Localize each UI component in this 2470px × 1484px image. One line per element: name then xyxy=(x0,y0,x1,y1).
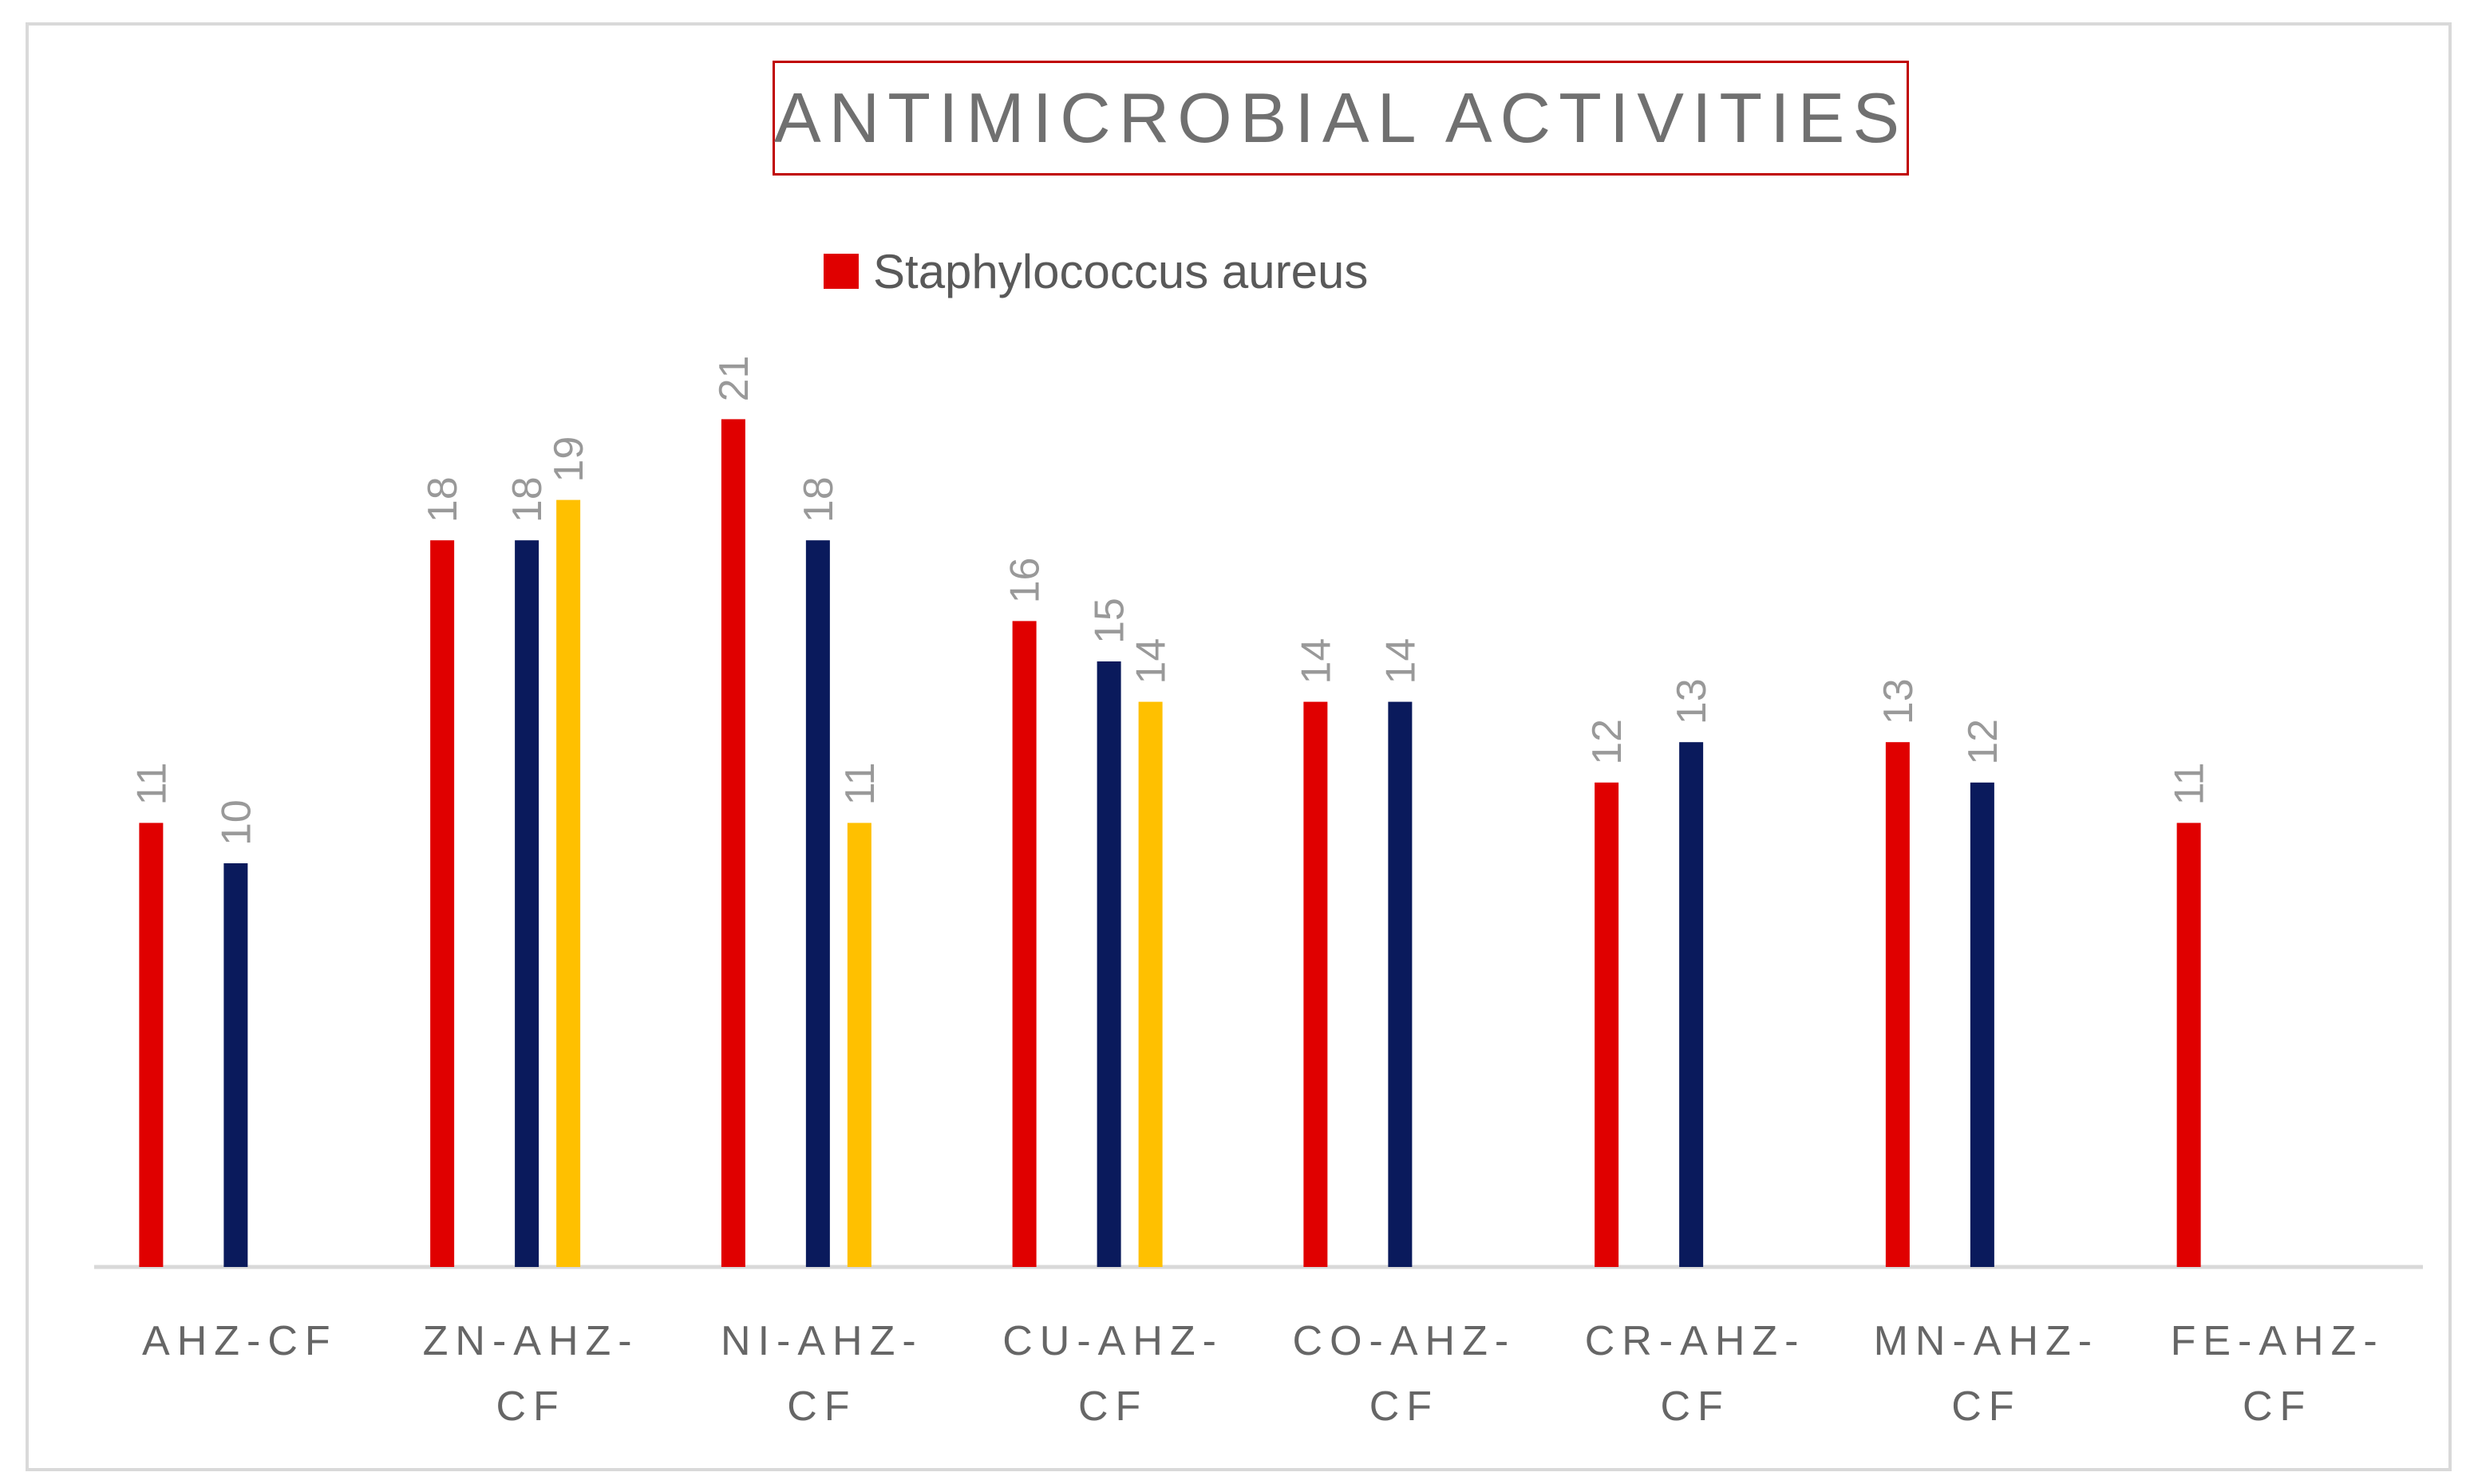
data-label-series2-cat2: 18 xyxy=(504,476,551,523)
bar-series2-cat5 xyxy=(1388,701,1413,1267)
data-label-series2-cat6: 13 xyxy=(1669,678,1715,724)
data-label-series3-cat3: 11 xyxy=(837,762,883,805)
bar-series1-cat4 xyxy=(1012,621,1037,1267)
bar-series1-cat6 xyxy=(1595,782,1619,1267)
legend-label-staphylococcus-aureus: Staphylococcus aureus xyxy=(873,244,1369,298)
legend-swatch-staphylococcus-aureus xyxy=(824,254,859,289)
category-label-3-line2: CF xyxy=(787,1383,856,1430)
category-label-4-line1: CU-AHZ- xyxy=(1002,1318,1223,1364)
bar-series3-cat4 xyxy=(1138,701,1163,1267)
data-label-series2-cat1: 10 xyxy=(213,799,259,846)
category-label-8-line2: CF xyxy=(2243,1383,2312,1430)
chart-frame xyxy=(26,22,2452,1471)
data-label-series1-cat3: 21 xyxy=(711,356,757,402)
chart-title: ANTIMICROBIAL ACTIVITIES xyxy=(773,61,1909,176)
data-label-series1-cat5: 14 xyxy=(1293,638,1339,685)
data-label-series1-cat1: 11 xyxy=(128,762,175,805)
category-label-3-line1: NI-AHZ- xyxy=(721,1318,923,1364)
data-label-series1-cat8: 11 xyxy=(2167,762,2213,805)
data-label-series2-cat4: 15 xyxy=(1087,598,1133,644)
bar-series1-cat2 xyxy=(430,540,455,1267)
category-label-2-line2: CF xyxy=(496,1383,565,1430)
bar-series1-cat8 xyxy=(2176,823,2201,1267)
bar-series2-cat4 xyxy=(1097,661,1121,1267)
bar-series2-cat2 xyxy=(515,540,539,1267)
bar-series2-cat1 xyxy=(223,863,248,1267)
bar-series3-cat2 xyxy=(556,499,581,1267)
bar-series2-cat6 xyxy=(1679,742,1704,1267)
bar-series1-cat5 xyxy=(1303,701,1328,1267)
category-label-6-line1: CR-AHZ- xyxy=(1585,1318,1806,1364)
category-label-5-line2: CF xyxy=(1369,1383,1439,1430)
data-label-series1-cat4: 16 xyxy=(1002,558,1049,604)
bar-series2-cat7 xyxy=(1970,782,1994,1267)
category-label-6-line2: CF xyxy=(1660,1383,1729,1430)
bar-series1-cat7 xyxy=(1885,742,1910,1267)
data-label-series3-cat4: 14 xyxy=(1128,638,1175,685)
category-label-2-line1: ZN-AHZ- xyxy=(423,1318,639,1364)
category-label-4-line2: CF xyxy=(1078,1383,1148,1430)
category-label-8-line1: FE-AHZ- xyxy=(2171,1318,2385,1364)
data-label-series3-cat2: 19 xyxy=(546,436,592,483)
bar-series2-cat3 xyxy=(805,540,830,1267)
category-label-7-line1: MN-AHZ- xyxy=(1874,1318,2100,1364)
category-label-5-line1: CO-AHZ- xyxy=(1293,1318,1516,1364)
category-label-7-line2: CF xyxy=(1951,1383,2021,1430)
bar-series3-cat3 xyxy=(847,823,871,1267)
legend: Staphylococcus aureus xyxy=(824,239,1368,303)
chart-title-text: ANTIMICROBIAL ACTIVITIES xyxy=(773,78,1908,157)
data-label-series1-cat6: 12 xyxy=(1584,719,1630,765)
data-label-series2-cat5: 14 xyxy=(1377,638,1424,685)
bar-series1-cat1 xyxy=(139,823,164,1267)
data-label-series2-cat3: 18 xyxy=(796,476,842,523)
data-label-series2-cat7: 12 xyxy=(1960,719,2006,765)
bar-series1-cat3 xyxy=(721,419,745,1267)
category-label-1-line1: AHZ-CF xyxy=(142,1318,338,1364)
data-label-series1-cat7: 13 xyxy=(1875,678,1922,724)
data-label-series1-cat2: 18 xyxy=(420,476,466,523)
